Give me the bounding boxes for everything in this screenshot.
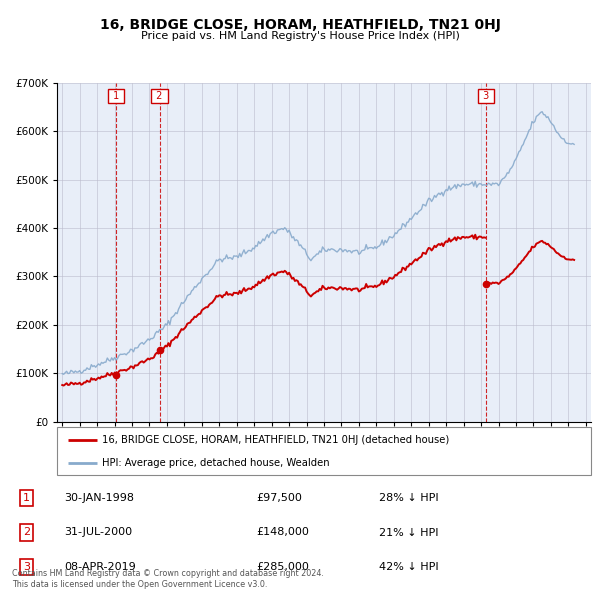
Text: 31-JUL-2000: 31-JUL-2000 [64, 527, 133, 537]
Text: 2: 2 [23, 527, 30, 537]
Text: HPI: Average price, detached house, Wealden: HPI: Average price, detached house, Weal… [103, 458, 330, 468]
Text: 28% ↓ HPI: 28% ↓ HPI [379, 493, 438, 503]
Text: 16, BRIDGE CLOSE, HORAM, HEATHFIELD, TN21 0HJ (detached house): 16, BRIDGE CLOSE, HORAM, HEATHFIELD, TN2… [103, 435, 449, 445]
Text: £285,000: £285,000 [256, 562, 310, 572]
Text: 16, BRIDGE CLOSE, HORAM, HEATHFIELD, TN21 0HJ: 16, BRIDGE CLOSE, HORAM, HEATHFIELD, TN2… [100, 18, 500, 32]
Text: 08-APR-2019: 08-APR-2019 [64, 562, 136, 572]
Text: 21% ↓ HPI: 21% ↓ HPI [379, 527, 438, 537]
Text: Contains HM Land Registry data © Crown copyright and database right 2024.
This d: Contains HM Land Registry data © Crown c… [12, 569, 324, 589]
Text: £148,000: £148,000 [256, 527, 310, 537]
Text: 3: 3 [479, 91, 492, 101]
Text: £97,500: £97,500 [256, 493, 302, 503]
Text: 1: 1 [23, 493, 30, 503]
Text: Price paid vs. HM Land Registry's House Price Index (HPI): Price paid vs. HM Land Registry's House … [140, 31, 460, 41]
Text: 42% ↓ HPI: 42% ↓ HPI [379, 562, 438, 572]
Text: 1: 1 [110, 91, 122, 101]
Text: 3: 3 [23, 562, 30, 572]
Text: 2: 2 [154, 91, 166, 101]
Text: 30-JAN-1998: 30-JAN-1998 [64, 493, 134, 503]
